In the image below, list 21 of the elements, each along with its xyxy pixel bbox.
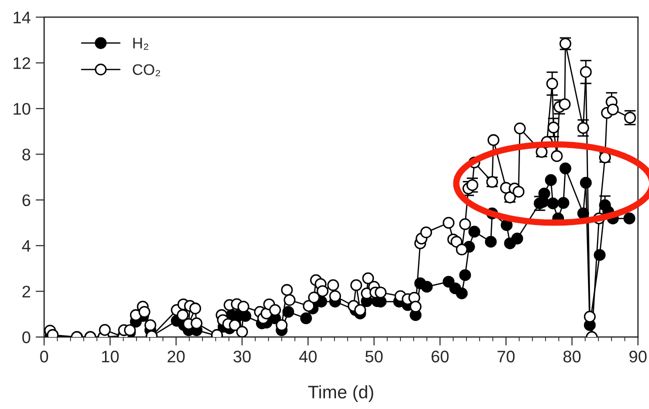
x-tick-label: 30 (233, 350, 251, 362)
legend-label: CO₂ (132, 64, 160, 76)
y-tick-label: 10 (14, 102, 30, 115)
y-tick-label: 2 (22, 286, 30, 298)
x-tick-label: 80 (563, 350, 581, 362)
legend-label: H₂ (133, 38, 148, 50)
x-tick-label: 0 (40, 350, 48, 362)
y-tick-label: 0 (22, 331, 30, 344)
x-tick-label: 70 (498, 350, 515, 362)
x-tick-label: 90 (629, 350, 647, 362)
y-tick-label: 12 (14, 57, 30, 69)
y-tick-label: 14 (14, 12, 30, 24)
x-tick-label: 50 (365, 350, 383, 362)
x-tick-label: 60 (432, 350, 449, 362)
x-axis-title: Time (d) (308, 385, 374, 402)
x-tick-label: 40 (299, 350, 317, 362)
x-tick-label: 20 (168, 350, 185, 362)
y-tick-label: 6 (22, 194, 30, 206)
y-tick-label: 8 (22, 148, 30, 160)
x-tick-label: 10 (102, 350, 119, 362)
y-tick-label: 4 (22, 240, 30, 252)
